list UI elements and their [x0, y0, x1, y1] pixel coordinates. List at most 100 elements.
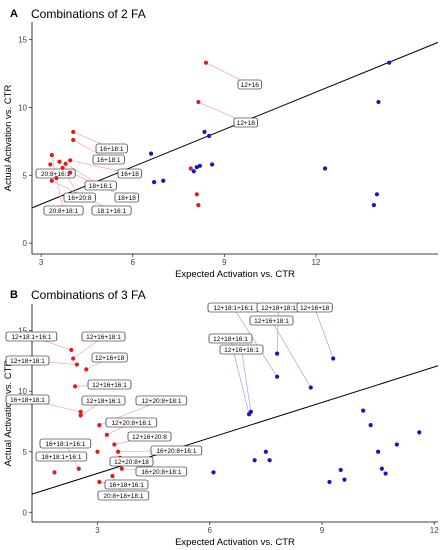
point-label-box	[105, 417, 158, 428]
y-tick-label: 0	[23, 239, 28, 248]
point-label: 18+16:1	[89, 183, 113, 190]
data-point	[202, 129, 207, 134]
point-label: 12+20:8+16:1	[111, 420, 152, 427]
chart-title: Combinations of 2 FA	[31, 7, 146, 21]
labeled-data-point	[203, 60, 209, 65]
point-label: 12+20:8+18	[114, 459, 149, 466]
data-point	[338, 467, 343, 473]
y-tick-label: 5	[23, 448, 28, 457]
label-connectors	[51, 62, 250, 211]
labeled-data-point	[60, 165, 65, 170]
point-label-box	[109, 456, 154, 467]
data-point	[191, 169, 196, 174]
x-tick-label: 6	[131, 258, 136, 267]
point-label: 16+18:1	[97, 157, 121, 164]
connector-line	[56, 177, 64, 211]
labeled-data-point	[71, 137, 76, 143]
point-label-box	[87, 379, 132, 390]
point-label: 20:8+18+18:1	[103, 493, 144, 500]
panel-letter: A	[10, 8, 18, 20]
point-label: 12+16+16:1	[92, 382, 127, 389]
point-label-box	[117, 168, 142, 179]
point-label: 12+18:1+16:1	[213, 305, 254, 312]
labeled-data-point	[112, 442, 117, 447]
point-label: 20:8+16:1	[41, 171, 70, 178]
point-label-box	[35, 451, 88, 462]
point-label-box	[233, 117, 258, 128]
point-label-box	[5, 331, 58, 342]
point-label-box	[81, 395, 126, 406]
x-tick-label: 12	[311, 258, 320, 267]
data-point	[417, 430, 422, 435]
data-point	[197, 163, 202, 168]
point-label-box	[219, 344, 264, 355]
labeled-data-point	[49, 152, 54, 158]
chart-title: Combinations of 3 FA	[31, 288, 146, 302]
data-point	[342, 477, 347, 482]
point-label-box	[150, 445, 203, 456]
y-tick-label: 0	[23, 508, 28, 517]
labeled-data-point	[74, 362, 80, 367]
point-label: 12+16+16:1	[224, 347, 259, 354]
point-label-box	[91, 205, 132, 216]
labeled-data-point	[331, 356, 336, 361]
x-tick-label: 12	[430, 526, 439, 535]
y-axis-title: Actual Activation vs. CTR	[3, 85, 14, 192]
labeled-data-point	[97, 479, 102, 485]
data-point	[152, 179, 157, 185]
point-label-box	[91, 352, 128, 363]
labeled-data-point	[78, 413, 83, 418]
point-label: 16+20:8+16:1	[156, 448, 197, 455]
panel-letter: B	[10, 289, 18, 301]
labeled-data-point	[196, 99, 201, 105]
point-label-box	[127, 431, 172, 442]
data-point	[210, 162, 215, 167]
labeled-data-point	[49, 178, 54, 183]
x-tick-label: 6	[208, 526, 213, 535]
regression-line	[31, 365, 439, 495]
point-label: 16+18+16:1	[109, 482, 144, 489]
labeled-data-point	[54, 175, 59, 181]
point-label-box	[296, 302, 333, 313]
data-point	[194, 192, 199, 197]
x-tick-label: 3	[95, 526, 100, 535]
point-label: 18+18	[118, 195, 137, 202]
point-label-box	[5, 355, 50, 366]
connector-line	[241, 349, 252, 412]
labeled-data-point	[71, 129, 76, 134]
x-tick-label: 9	[222, 258, 227, 267]
x-axis-title: Expected Activation vs. CTR	[175, 269, 295, 280]
point-label: 12+18:1+16:1	[11, 334, 52, 341]
data-point	[95, 449, 100, 454]
data-point	[383, 471, 388, 476]
labeled-data-point	[68, 170, 73, 175]
point-label: 12+18+18:1	[10, 358, 45, 365]
panel-b: B Combinations of 3 FA 3 6 9 12 0 5 10 15 Expected…	[3, 288, 439, 548]
data-point	[48, 162, 53, 167]
data-point	[379, 466, 384, 471]
point-label: 12+16+18	[95, 355, 125, 362]
data-point	[252, 458, 257, 463]
data-point	[394, 442, 399, 447]
y-tick-label: 5	[23, 171, 28, 180]
point-label-box	[237, 79, 262, 90]
data-point	[267, 458, 272, 463]
data-point	[57, 159, 62, 164]
point-label: 16+20:8+18:1	[141, 469, 182, 476]
labeled-data-point	[110, 473, 115, 479]
point-label: 12+16+18:1	[86, 334, 121, 341]
y-tick-label: 10	[18, 103, 27, 112]
connector-line	[314, 307, 334, 359]
data-point	[327, 479, 332, 485]
labeled-data-point	[76, 466, 81, 471]
connector-line	[271, 320, 312, 388]
labeled-data-point	[97, 423, 102, 428]
point-label-box	[104, 479, 149, 490]
point-label-box	[208, 333, 253, 344]
point-label: 12+20:8+18:1	[141, 398, 182, 405]
x-tick-label: 3	[39, 258, 44, 267]
point-label: 12+16	[241, 82, 260, 89]
point-label: 16+18:1	[100, 146, 124, 153]
point-label-box	[114, 192, 139, 203]
data-point	[196, 203, 201, 208]
